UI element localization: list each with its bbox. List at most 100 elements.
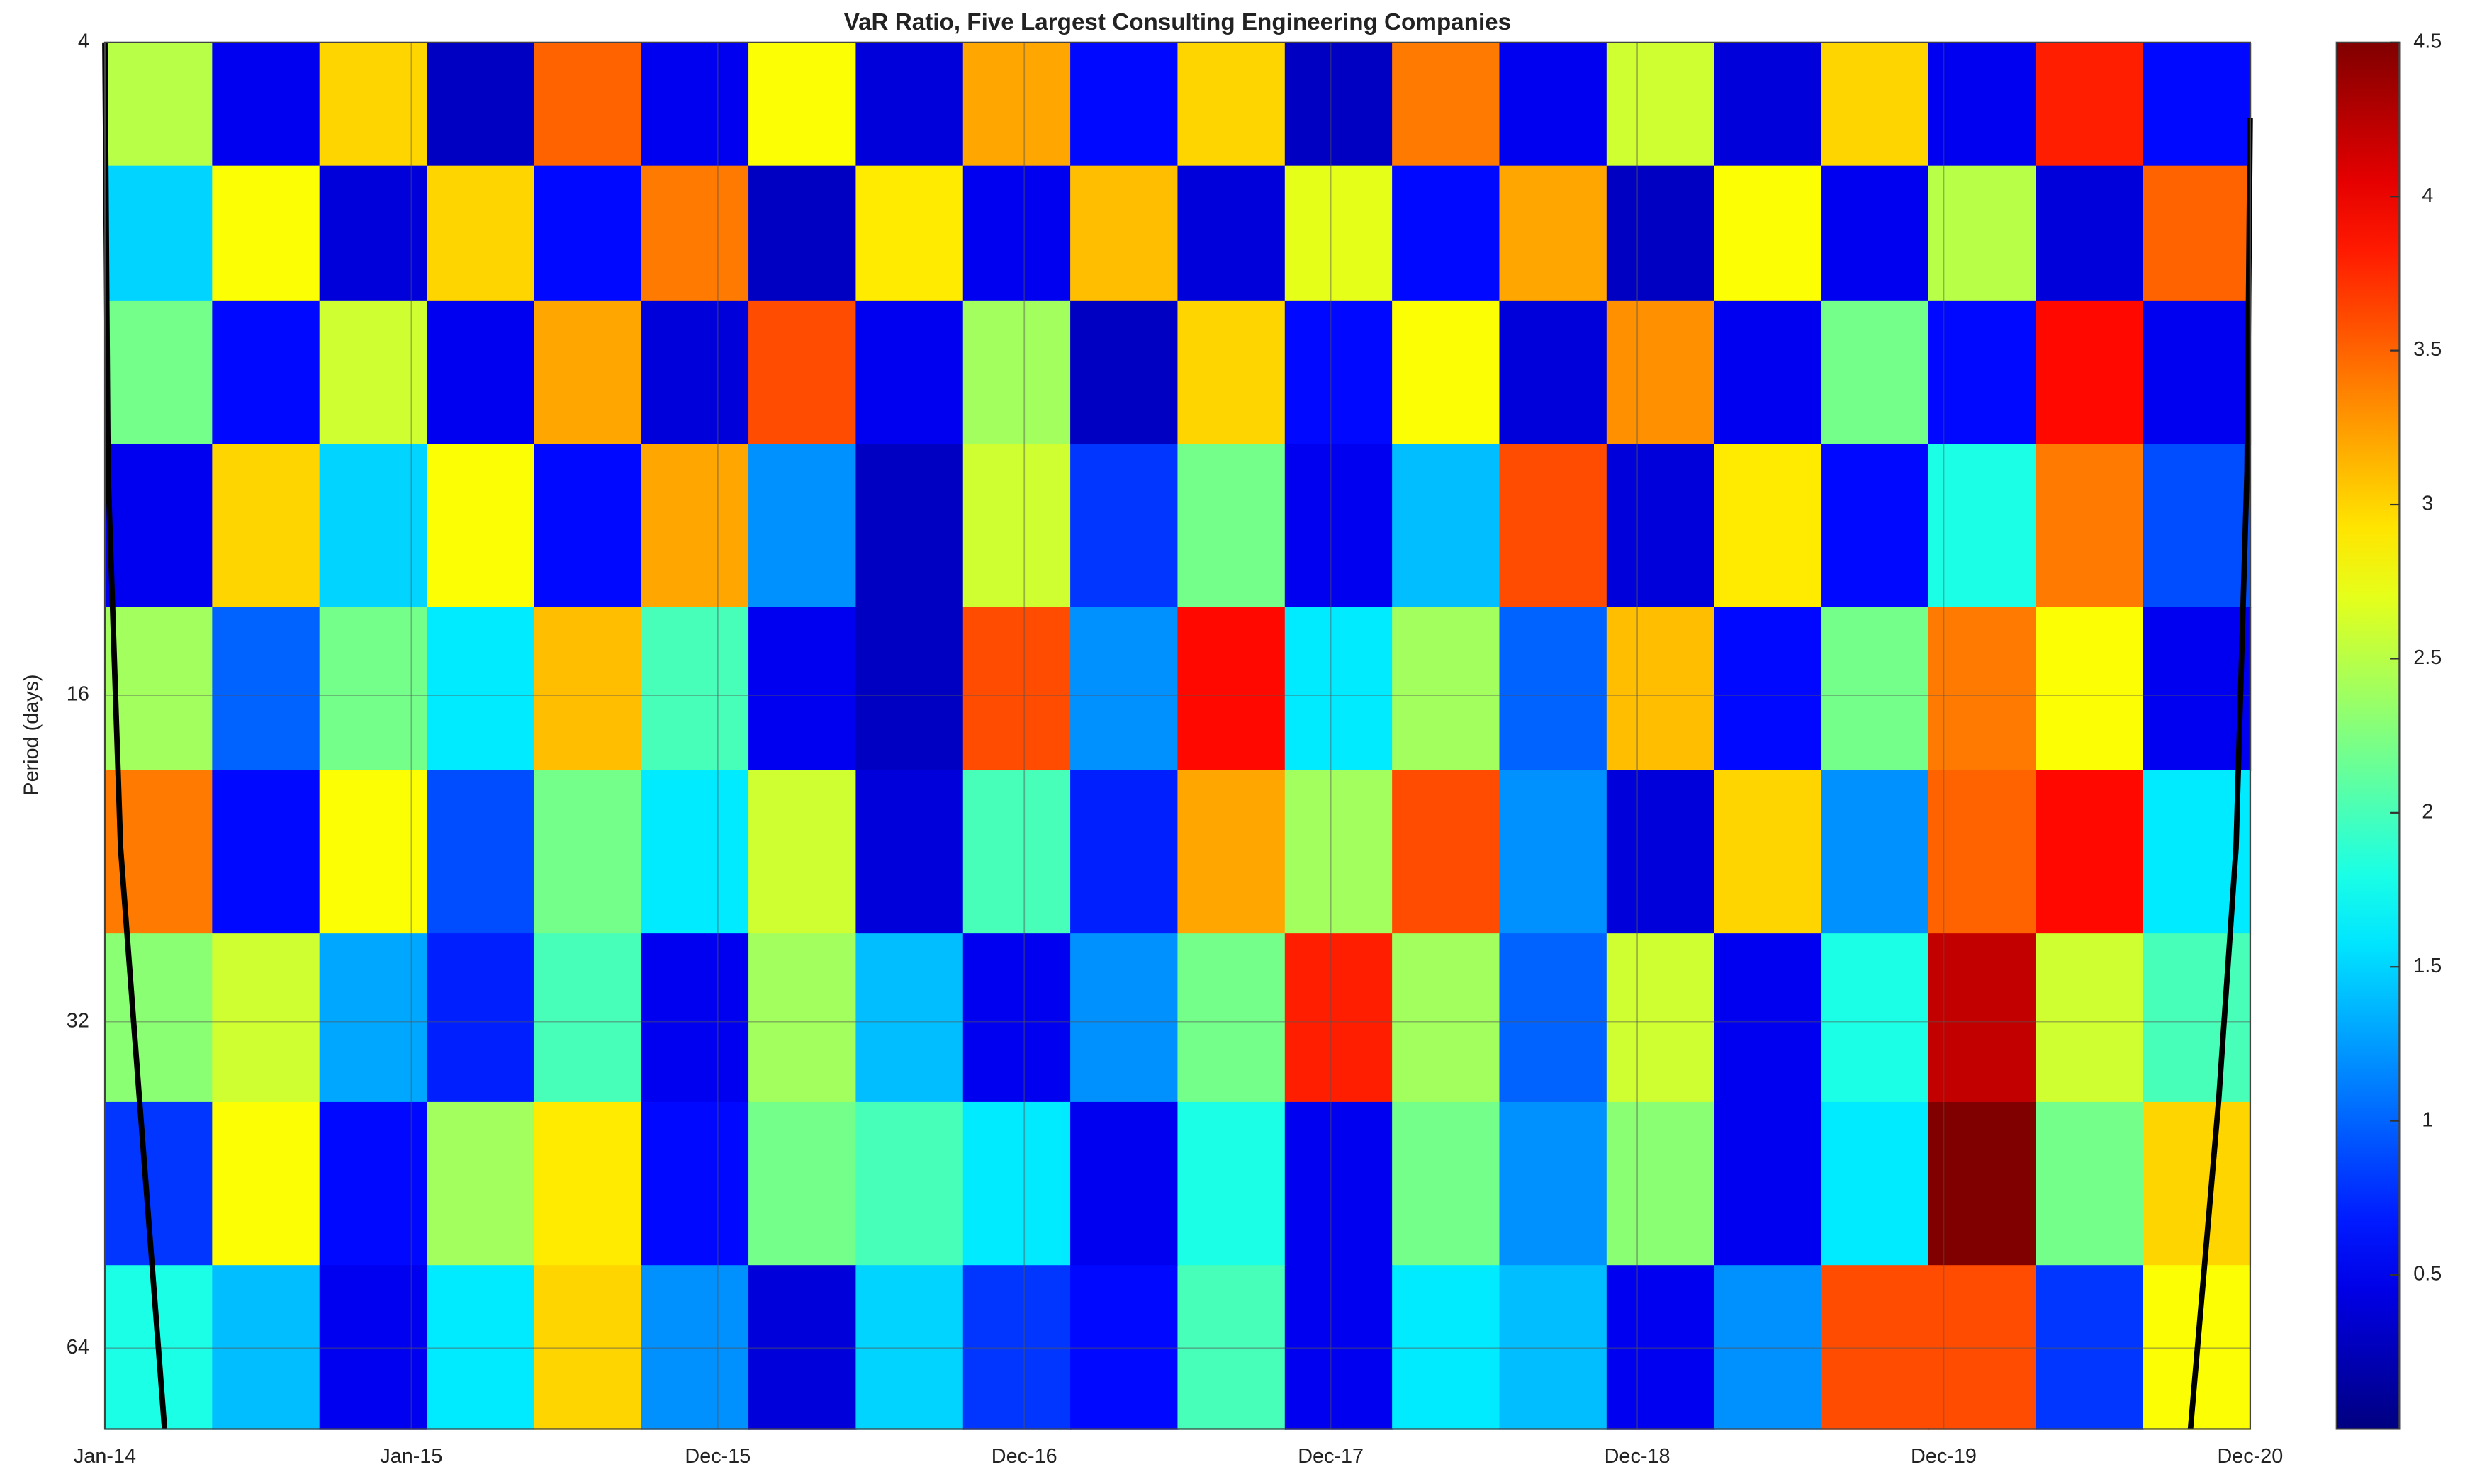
heat-cell: [962, 933, 1072, 1103]
heat-cell: [1177, 42, 1286, 167]
colorbar-tick-label: 2.5: [2413, 646, 2442, 669]
x-tick-label: Dec-18: [1605, 1445, 1671, 1468]
heat-cell: [212, 933, 321, 1103]
heat-cell: [1821, 933, 1930, 1103]
heat-cell: [1499, 607, 1608, 772]
heat-cell: [1821, 42, 1930, 167]
heat-cell: [1606, 444, 1715, 608]
heat-cell: [427, 444, 535, 608]
heat-cell: [1714, 42, 1822, 167]
chart-title: VaR Ratio, Five Largest Consulting Engin…: [844, 9, 1511, 35]
heat-cell: [2143, 42, 2252, 167]
heat-cell: [212, 444, 321, 608]
heat-cell: [1177, 1101, 1286, 1266]
heat-cell: [427, 1101, 535, 1266]
heat-cell: [534, 300, 643, 445]
heat-cell: [1714, 607, 1822, 772]
heat-cell: [1177, 165, 1286, 303]
heat-cell: [1928, 42, 2037, 167]
heat-cell: [748, 607, 857, 772]
heat-cell: [1606, 42, 1715, 167]
heat-cell: [748, 300, 857, 445]
heat-cell: [534, 770, 643, 935]
colorbar-tick-label: 1.5: [2413, 955, 2442, 977]
heat-cell: [962, 770, 1072, 935]
heat-cell: [962, 42, 1072, 167]
heat-cell: [1070, 607, 1179, 772]
heat-cell: [319, 300, 428, 445]
heat-cell: [427, 165, 535, 303]
heat-cell: [855, 165, 965, 303]
heat-cell: [319, 42, 428, 167]
heat-cell: [641, 42, 750, 167]
heat-cell: [1499, 42, 1608, 167]
heat-cell: [2036, 165, 2144, 303]
heatmap: [105, 42, 2252, 1430]
colorbar-tick-label: 4.5: [2413, 30, 2442, 52]
heat-cell: [2036, 1265, 2144, 1430]
x-tick-label: Dec-16: [992, 1445, 1057, 1468]
heat-cell: [1499, 444, 1608, 608]
heat-cell: [1070, 300, 1179, 445]
x-tick-label: Dec-15: [685, 1445, 751, 1468]
heat-cell: [641, 770, 750, 935]
heat-cell: [212, 42, 321, 167]
colorbar-tick-label: 3: [2422, 493, 2433, 515]
colorbar-tick-label: 2: [2422, 800, 2433, 823]
x-tick-label: Jan-15: [380, 1445, 442, 1468]
heat-cell: [212, 770, 321, 935]
heat-cell: [534, 42, 643, 167]
heat-cell: [1392, 300, 1500, 445]
heat-cell: [855, 444, 965, 608]
heat-cell: [1284, 300, 1393, 445]
heat-cell: [534, 1101, 643, 1266]
heat-cell: [1606, 300, 1715, 445]
heat-cell: [1928, 607, 2037, 772]
heat-cell: [1499, 770, 1608, 935]
heat-cell: [962, 607, 1072, 772]
heat-cell: [1392, 770, 1500, 935]
heat-cell: [1499, 1101, 1608, 1266]
heat-cell: [1284, 1101, 1393, 1266]
x-tick-label: Dec-19: [1911, 1445, 1977, 1468]
heat-cell: [105, 607, 213, 772]
y-tick-label: 4: [78, 30, 89, 52]
heat-cell: [855, 1265, 965, 1430]
heat-cell: [1821, 1101, 1930, 1266]
colorbar-tick-label: 0.5: [2413, 1263, 2442, 1286]
heat-cell: [319, 770, 428, 935]
heat-cell: [1177, 300, 1286, 445]
x-tick-label: Dec-20: [2217, 1445, 2283, 1468]
heat-cell: [2036, 770, 2144, 935]
heat-cell: [855, 1101, 965, 1266]
heat-cell: [534, 1265, 643, 1430]
heat-cell: [105, 42, 213, 167]
heat-cell: [1821, 1265, 1930, 1430]
heat-cell: [1499, 300, 1608, 445]
heat-cell: [1821, 770, 1930, 935]
heat-cell: [962, 1265, 1072, 1430]
colorbar-tick-label: 1: [2422, 1108, 2433, 1131]
heat-cell: [748, 42, 857, 167]
heat-cell: [534, 165, 643, 303]
heat-cell: [2036, 607, 2144, 772]
heat-cell: [2036, 1101, 2144, 1266]
heat-cell: [641, 444, 750, 608]
heat-cell: [212, 300, 321, 445]
heat-cell: [1606, 933, 1715, 1103]
cone-of-influence: [102, 42, 168, 1429]
heat-cell: [1284, 770, 1393, 935]
heat-cell: [855, 933, 965, 1103]
heat-cell: [427, 607, 535, 772]
heat-cell: [1714, 933, 1822, 1103]
heat-cell: [1821, 607, 1930, 772]
heat-cell: [1392, 444, 1500, 608]
heat-cell: [2143, 300, 2252, 445]
x-tick-label: Dec-17: [1298, 1445, 1364, 1468]
heat-cell: [319, 607, 428, 772]
heat-cell: [1928, 444, 2037, 608]
heat-cell: [2143, 165, 2252, 303]
heat-cell: [1928, 300, 2037, 445]
heat-cell: [1177, 933, 1286, 1103]
